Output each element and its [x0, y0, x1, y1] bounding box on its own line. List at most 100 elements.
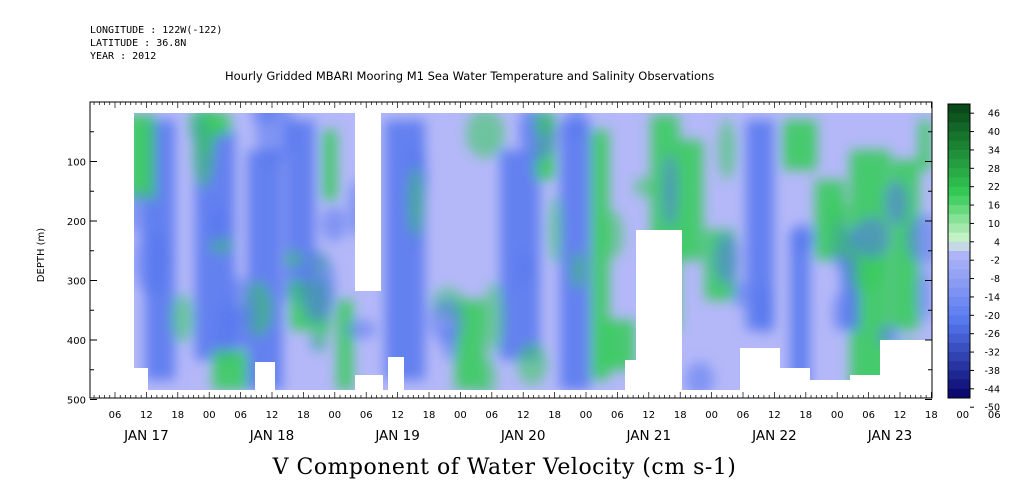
colorbar-bin: [948, 159, 970, 169]
colorbar-bin: [948, 214, 970, 224]
y-tick-label: 200: [67, 217, 86, 228]
longitude-text: LONGITUDE : 122W(-122): [90, 25, 223, 36]
colorbar-bin: [948, 306, 970, 316]
colorbar-label: -38: [984, 366, 1000, 377]
colorbar-bin: [948, 370, 970, 381]
colorbar-bin: [948, 149, 970, 160]
x-day-label: JAN 19: [374, 428, 420, 444]
colorbar-bin: [948, 278, 970, 289]
heatmap-blob: [906, 214, 932, 265]
x-hour-label: 18: [171, 410, 184, 421]
colorbar-bin: [948, 342, 970, 353]
heatmap-blob: [714, 233, 740, 285]
heatmap-band: [247, 150, 283, 390]
colorbar-label: 46: [988, 109, 1000, 120]
missing-data-region: [134, 368, 148, 390]
heatmap-blob: [516, 342, 548, 386]
heatmap-field: [134, 113, 932, 390]
x-hour-label: 06: [485, 410, 498, 421]
heatmap-blob: [662, 153, 678, 228]
missing-data-region: [388, 357, 404, 390]
heatmap-blob: [227, 277, 255, 350]
colorbar-frame: [947, 103, 971, 399]
heatmap-blob: [255, 113, 294, 164]
colorbar-label: 40: [988, 127, 1000, 138]
x-hour-label: 12: [140, 410, 153, 421]
colorbar-label: 4: [994, 237, 1000, 248]
missing-data-region: [625, 360, 637, 390]
heatmap-blob: [853, 216, 890, 259]
missing-data-region: [880, 340, 932, 390]
x-hour-label: 18: [423, 410, 436, 421]
x-hour-label: 00: [203, 410, 216, 421]
heatmap-band: [212, 350, 248, 390]
x-day-label: JAN 22: [751, 428, 797, 444]
heatmap-blob: [465, 113, 505, 159]
colorbar-label: 22: [988, 182, 1000, 193]
heatmap-blob: [518, 253, 533, 284]
colorbar-label: 16: [988, 201, 1000, 212]
chart-title: Hourly Gridded MBARI Mooring M1 Sea Wate…: [225, 69, 715, 83]
heatmap-blob: [283, 251, 304, 268]
colorbar-bin: [948, 186, 970, 197]
colorbar-label: -14: [984, 292, 1000, 303]
colorbar-bin: [948, 122, 970, 133]
heatmap-blob: [480, 357, 497, 390]
y-tick-label: 100: [67, 158, 86, 169]
heatmap-blob: [884, 180, 908, 226]
x-axis-label: V Component of Water Velocity (cm s-1): [272, 455, 737, 480]
y-axis-label: DEPTH (m): [36, 228, 47, 282]
heatmap-band: [783, 120, 817, 170]
y-tick-label: 500: [67, 396, 86, 407]
heatmap-band: [323, 130, 337, 200]
heatmap-blob: [828, 199, 854, 257]
heatmap-blob: [791, 222, 815, 254]
colorbar-bin: [948, 195, 970, 206]
heatmap-blob: [441, 325, 458, 361]
x-hour-label: 00: [831, 410, 844, 421]
colorbar-bin: [948, 113, 970, 123]
year-text: YEAR : 2012: [90, 51, 157, 62]
colorbar-label: -26: [984, 329, 1000, 340]
x-hour-label: 00: [705, 410, 718, 421]
heatmap-blob: [170, 294, 195, 343]
colorbar-bin: [948, 388, 970, 399]
heatmap-blob: [321, 206, 347, 242]
x-day-label: JAN 23: [867, 428, 913, 444]
missing-data-region: [255, 362, 275, 390]
x-hour-label: 12: [642, 410, 655, 421]
metadata-block: LONGITUDE : 122W(-122) LATITUDE : 36.8N …: [90, 24, 222, 63]
x-hour-label: 06: [234, 410, 247, 421]
x-hour-label: 06: [109, 410, 122, 421]
x-hour-label: 12: [894, 410, 907, 421]
heatmap-blob: [484, 282, 505, 354]
heatmap-blob: [685, 361, 714, 390]
heatmap-blob: [832, 294, 844, 332]
missing-data-region: [780, 368, 810, 390]
x-hour-label: 18: [674, 410, 687, 421]
colorbar-bin: [948, 269, 970, 280]
x-hour-label: 00: [454, 410, 467, 421]
colorbar-bin: [948, 333, 970, 344]
heatmap-blob: [841, 258, 854, 283]
colorbar-label: -20: [984, 311, 1000, 322]
heatmap-blob: [134, 228, 169, 295]
heatmap-band: [500, 150, 540, 360]
x-hour-label: 06: [360, 410, 373, 421]
colorbar-label: 10: [988, 219, 1000, 230]
heatmap-blob: [755, 283, 774, 335]
plot-frame: [89, 101, 933, 399]
colorbar-label: -44: [984, 384, 1000, 395]
x-day-label: JAN 20: [500, 428, 546, 444]
x-hour-label: 18: [297, 410, 310, 421]
x-hour-label: 18: [548, 410, 561, 421]
colorbar-bin: [948, 177, 970, 188]
x-hour-label: 00: [956, 410, 969, 421]
colorbar-bin: [948, 260, 970, 270]
heatmap-band: [591, 130, 609, 380]
missing-data-region: [355, 113, 381, 291]
heatmap-blob: [602, 211, 624, 259]
colorbar: 46 40 34 28 22 16 10 4 -2 -8 -14 -20 -26 -32 -38 -44 -50: [947, 103, 1000, 414]
x-hour-label: 18: [925, 410, 938, 421]
